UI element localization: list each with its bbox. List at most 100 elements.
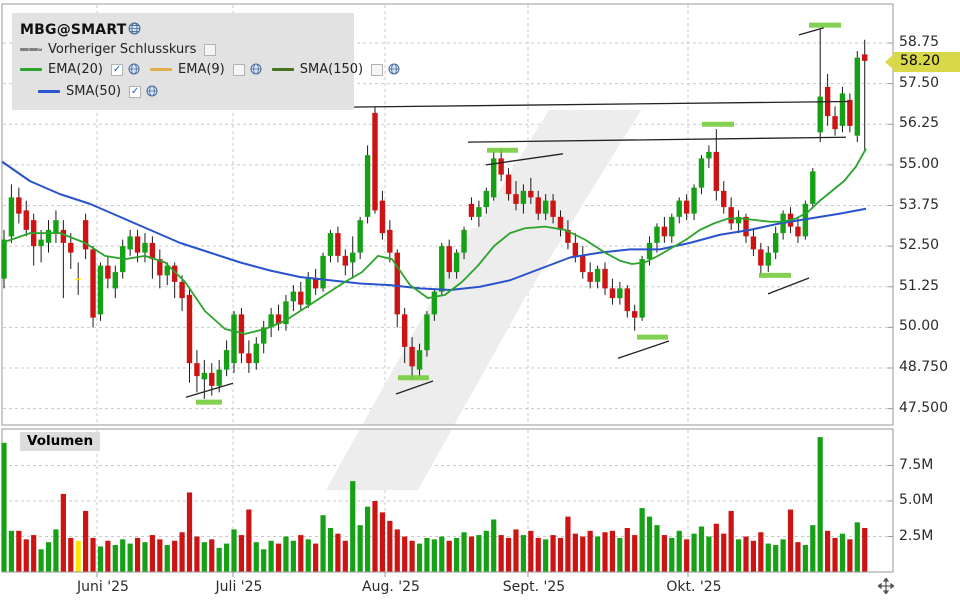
volume-bar: [320, 515, 326, 572]
candle-body: [602, 268, 608, 289]
candle-body: [431, 291, 438, 315]
ema9-checkbox[interactable]: [232, 63, 245, 76]
volume-bar: [112, 545, 118, 572]
volume-bar: [379, 512, 386, 572]
candle-body: [728, 207, 734, 224]
volume-bar: [38, 549, 44, 572]
volume-bar: [372, 501, 378, 572]
candle-body: [142, 242, 148, 253]
volume-bar: [498, 535, 504, 572]
candle-body: [565, 229, 571, 243]
candle-body: [721, 190, 727, 208]
sma150-checkbox[interactable]: [371, 63, 384, 76]
legend-indicators-row-1: EMA(20) ✓ EMA(9) SMA(150): [20, 60, 400, 79]
signal-marker: [196, 399, 222, 405]
volume-bar: [23, 539, 29, 572]
candle-body: [350, 252, 356, 263]
candle-body: [580, 255, 586, 273]
volume-bar: [246, 509, 252, 572]
candle-body: [453, 252, 460, 273]
volume-bar: [446, 540, 452, 572]
volume-bar: [862, 527, 868, 572]
volume-bar: [602, 532, 608, 572]
candle-body: [45, 229, 52, 243]
candle-body: [342, 255, 349, 266]
volume-bar: [454, 537, 460, 572]
signal-marker: [487, 147, 518, 153]
last-price-arrow: [885, 53, 894, 70]
globe-icon[interactable]: [128, 20, 141, 39]
volume-bar: [283, 536, 289, 572]
volume-bar: [817, 437, 823, 572]
volume-bar: [31, 535, 37, 572]
trend-line: [617, 340, 670, 359]
volume-bar: [491, 519, 497, 572]
candle-body: [810, 171, 816, 204]
volume-bar: [424, 537, 430, 572]
ema20-swatch: [20, 68, 42, 71]
candle-body: [795, 226, 801, 237]
candle-body: [16, 197, 22, 214]
candle-body: [706, 151, 712, 159]
globe-icon[interactable]: [388, 60, 400, 79]
legend-title-row: MBG@SMART: [20, 20, 348, 39]
volume-panel-title: Volumen: [20, 432, 101, 451]
volume-bar: [231, 529, 237, 572]
globe-icon[interactable]: [128, 60, 140, 79]
candle-body: [97, 265, 104, 315]
sma50-swatch: [38, 90, 60, 93]
volume-bar: [298, 535, 304, 572]
candle-body: [765, 252, 771, 266]
volume-bar: [587, 530, 593, 572]
candle-body: [669, 216, 675, 237]
move-cursor-icon: [878, 578, 894, 594]
volume-bar: [609, 530, 616, 572]
candle-body: [75, 278, 81, 281]
volume-bar: [1, 442, 7, 572]
legend-prev-close-row: Vorheriger Schlusskurs: [20, 42, 348, 57]
month-label: Sept. '25: [502, 579, 566, 595]
volume-bar: [90, 537, 96, 572]
volume-bar: [483, 530, 489, 572]
last-price-badge: 58.20: [893, 52, 960, 72]
sma50-checkbox[interactable]: ✓: [129, 85, 142, 98]
candle-body: [617, 288, 623, 299]
volume-bar: [595, 536, 601, 572]
volume-bar: [75, 540, 81, 572]
volume-bar: [142, 542, 148, 572]
prev-close-checkbox[interactable]: [204, 43, 217, 56]
volume-bar: [127, 543, 133, 572]
candle-body: [283, 301, 289, 325]
candle-body: [528, 190, 534, 198]
candle-body: [82, 220, 89, 250]
volume-bar: [53, 529, 59, 572]
volume-bar: [149, 535, 155, 572]
volume-bar: [201, 542, 207, 572]
volume-bar: [60, 493, 66, 572]
candle-body: [624, 288, 630, 312]
volume-tick-label: 7.5M: [899, 456, 934, 473]
volume-bar: [698, 526, 705, 572]
volume-bar: [854, 522, 860, 572]
ema20-checkbox[interactable]: ✓: [111, 63, 124, 76]
legend-indicators-row-2: SMA(50) ✓: [20, 82, 348, 101]
volume-bar: [713, 523, 719, 572]
globe-icon[interactable]: [146, 82, 158, 101]
candle-body: [112, 272, 118, 289]
candle-body: [483, 190, 489, 208]
sma50-line: [1, 160, 867, 291]
candle-body: [832, 116, 838, 130]
candle-body: [698, 158, 705, 188]
candle-body: [90, 249, 96, 318]
candle-body: [535, 197, 541, 214]
candle-body: [357, 220, 363, 253]
signal-marker: [759, 272, 791, 278]
globe-icon[interactable]: [250, 60, 262, 79]
volume-bar: [654, 525, 660, 572]
volume-bar: [773, 545, 779, 572]
volume-bar: [290, 540, 296, 572]
volume-bar: [765, 543, 771, 572]
volume-bar: [802, 545, 808, 572]
trend-line: [798, 27, 825, 36]
